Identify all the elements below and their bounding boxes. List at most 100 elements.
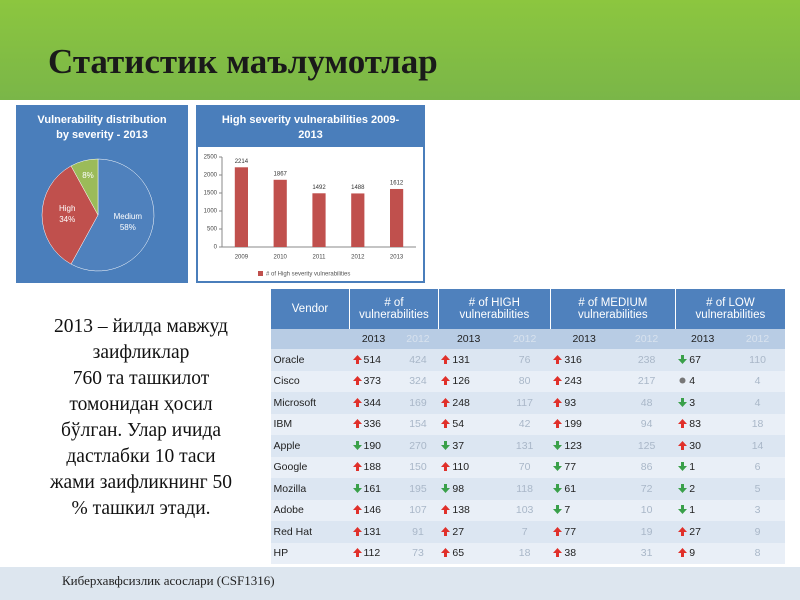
previous-value: 107 (397, 499, 439, 521)
arrow-down (678, 505, 688, 515)
current-cell: 65 (438, 542, 499, 564)
previous-value: 18 (498, 542, 551, 564)
table-row: Mozilla 161 195 98 118 61 72 2 5 (270, 478, 785, 500)
current-value: 77 (564, 525, 577, 538)
current-cell: 190 (349, 435, 398, 457)
arrow-up (441, 505, 451, 515)
current-value: 38 (564, 547, 577, 560)
trend-arrow (441, 397, 451, 407)
trend-arrow (352, 483, 362, 493)
arrow-down (352, 440, 362, 450)
previous-value: 270 (397, 435, 439, 457)
bar (234, 167, 248, 247)
table-row: Apple 190 270 37 131 123 125 30 14 (270, 435, 785, 457)
previous-value: 195 (397, 478, 439, 500)
vendor-name: Cisco (270, 370, 350, 392)
current-cell: 83 (675, 413, 731, 435)
current-value: 514 (363, 353, 382, 366)
trend-arrow (352, 397, 362, 407)
bar-panel: High severity vulnerabilities 2009-2013 … (196, 105, 425, 283)
column-header: # of LOW vulnerabilities (674, 289, 785, 329)
column-header: # of HIGH vulnerabilities (437, 289, 551, 329)
current-cell: 188 (349, 456, 398, 478)
table-row: HP 112 73 65 18 38 31 9 8 (270, 542, 785, 564)
text-line: 2013 – йилда мавжуд (54, 316, 228, 337)
slice-label: High (59, 204, 75, 213)
trend-arrow (679, 377, 686, 384)
current-cell: 138 (438, 499, 499, 521)
arrow-up (441, 397, 451, 407)
y-tick-label: 2000 (204, 173, 218, 179)
text-line: бўлган. Улар ичида (60, 420, 222, 441)
current-value: 138 (452, 504, 470, 517)
arrow-down (678, 354, 688, 364)
y-tick-label: 0 (214, 245, 218, 251)
year-label: 2013 (675, 329, 731, 349)
trend-arrow (441, 526, 451, 536)
current-value: 2 (689, 482, 696, 495)
previous-value: 117 (498, 392, 551, 414)
current-cell: 243 (550, 370, 618, 392)
current-value: 83 (689, 418, 701, 431)
current-cell: 61 (550, 478, 618, 500)
text-line: заифликлар (92, 342, 190, 363)
current-cell: 112 (349, 542, 398, 564)
current-cell: 1 (675, 456, 731, 478)
arrow-up (553, 376, 563, 386)
current-cell: 146 (349, 499, 398, 521)
pie-slice (41, 165, 99, 265)
current-value: 131 (452, 353, 470, 366)
previous-value: 94 (617, 413, 676, 435)
current-value: 316 (564, 353, 582, 366)
current-cell: 7 (550, 499, 618, 521)
trend-arrow (678, 483, 688, 493)
x-tick-label: 2009 (235, 255, 249, 261)
arrow-up (441, 526, 451, 536)
subheader-row: 2013 2012 2013 2012 2013 2012 2013 2012 (270, 329, 785, 349)
current-value: 243 (564, 375, 582, 388)
table-row: Oracle 514 424 131 76 316 238 67 110 (270, 349, 785, 371)
current-value: 131 (363, 525, 382, 538)
previous-value: 4 (730, 392, 785, 414)
slice-value: 58% (120, 223, 136, 232)
legend-swatch (258, 271, 263, 276)
current-cell: 336 (349, 413, 398, 435)
previous-value: 238 (617, 349, 676, 371)
current-value: 54 (452, 418, 465, 431)
current-cell: 3 (675, 392, 731, 414)
previous-value: 86 (617, 456, 676, 478)
current-value: 123 (564, 439, 582, 452)
previous-value: 125 (617, 435, 676, 457)
previous-value: 103 (498, 499, 551, 521)
current-value: 1 (689, 504, 696, 517)
trend-arrow (553, 505, 563, 515)
previous-value: 10 (617, 499, 676, 521)
trend-arrow (678, 354, 688, 364)
previous-value: 72 (617, 478, 676, 500)
arrow-down (553, 462, 563, 472)
text-line: жами заифликнинг 50 (49, 472, 233, 493)
arrow-up (678, 526, 688, 536)
current-cell: 514 (349, 349, 398, 371)
current-value: 110 (452, 461, 470, 474)
trend-arrow (352, 419, 362, 429)
trend-arrow (553, 462, 563, 472)
arrow-up (441, 354, 451, 364)
trend-arrow (678, 548, 688, 558)
current-cell: 248 (438, 392, 499, 414)
arrow-up (352, 505, 362, 515)
arrow-down (441, 440, 451, 450)
current-value: 1 (689, 461, 696, 474)
arrow-up (441, 376, 451, 386)
year-label: 2013 (438, 329, 499, 349)
current-cell: 37 (438, 435, 499, 457)
trend-arrow (678, 505, 688, 515)
pie-slice (70, 158, 155, 272)
header-row: Vendor # of vulnerabilities # of HIGH vuln… (270, 289, 785, 329)
previous-value: 80 (498, 370, 551, 392)
plot-area (198, 147, 423, 281)
year-label: 2013 (349, 329, 398, 349)
trend-arrow (678, 462, 688, 472)
current-value: 65 (452, 547, 465, 560)
